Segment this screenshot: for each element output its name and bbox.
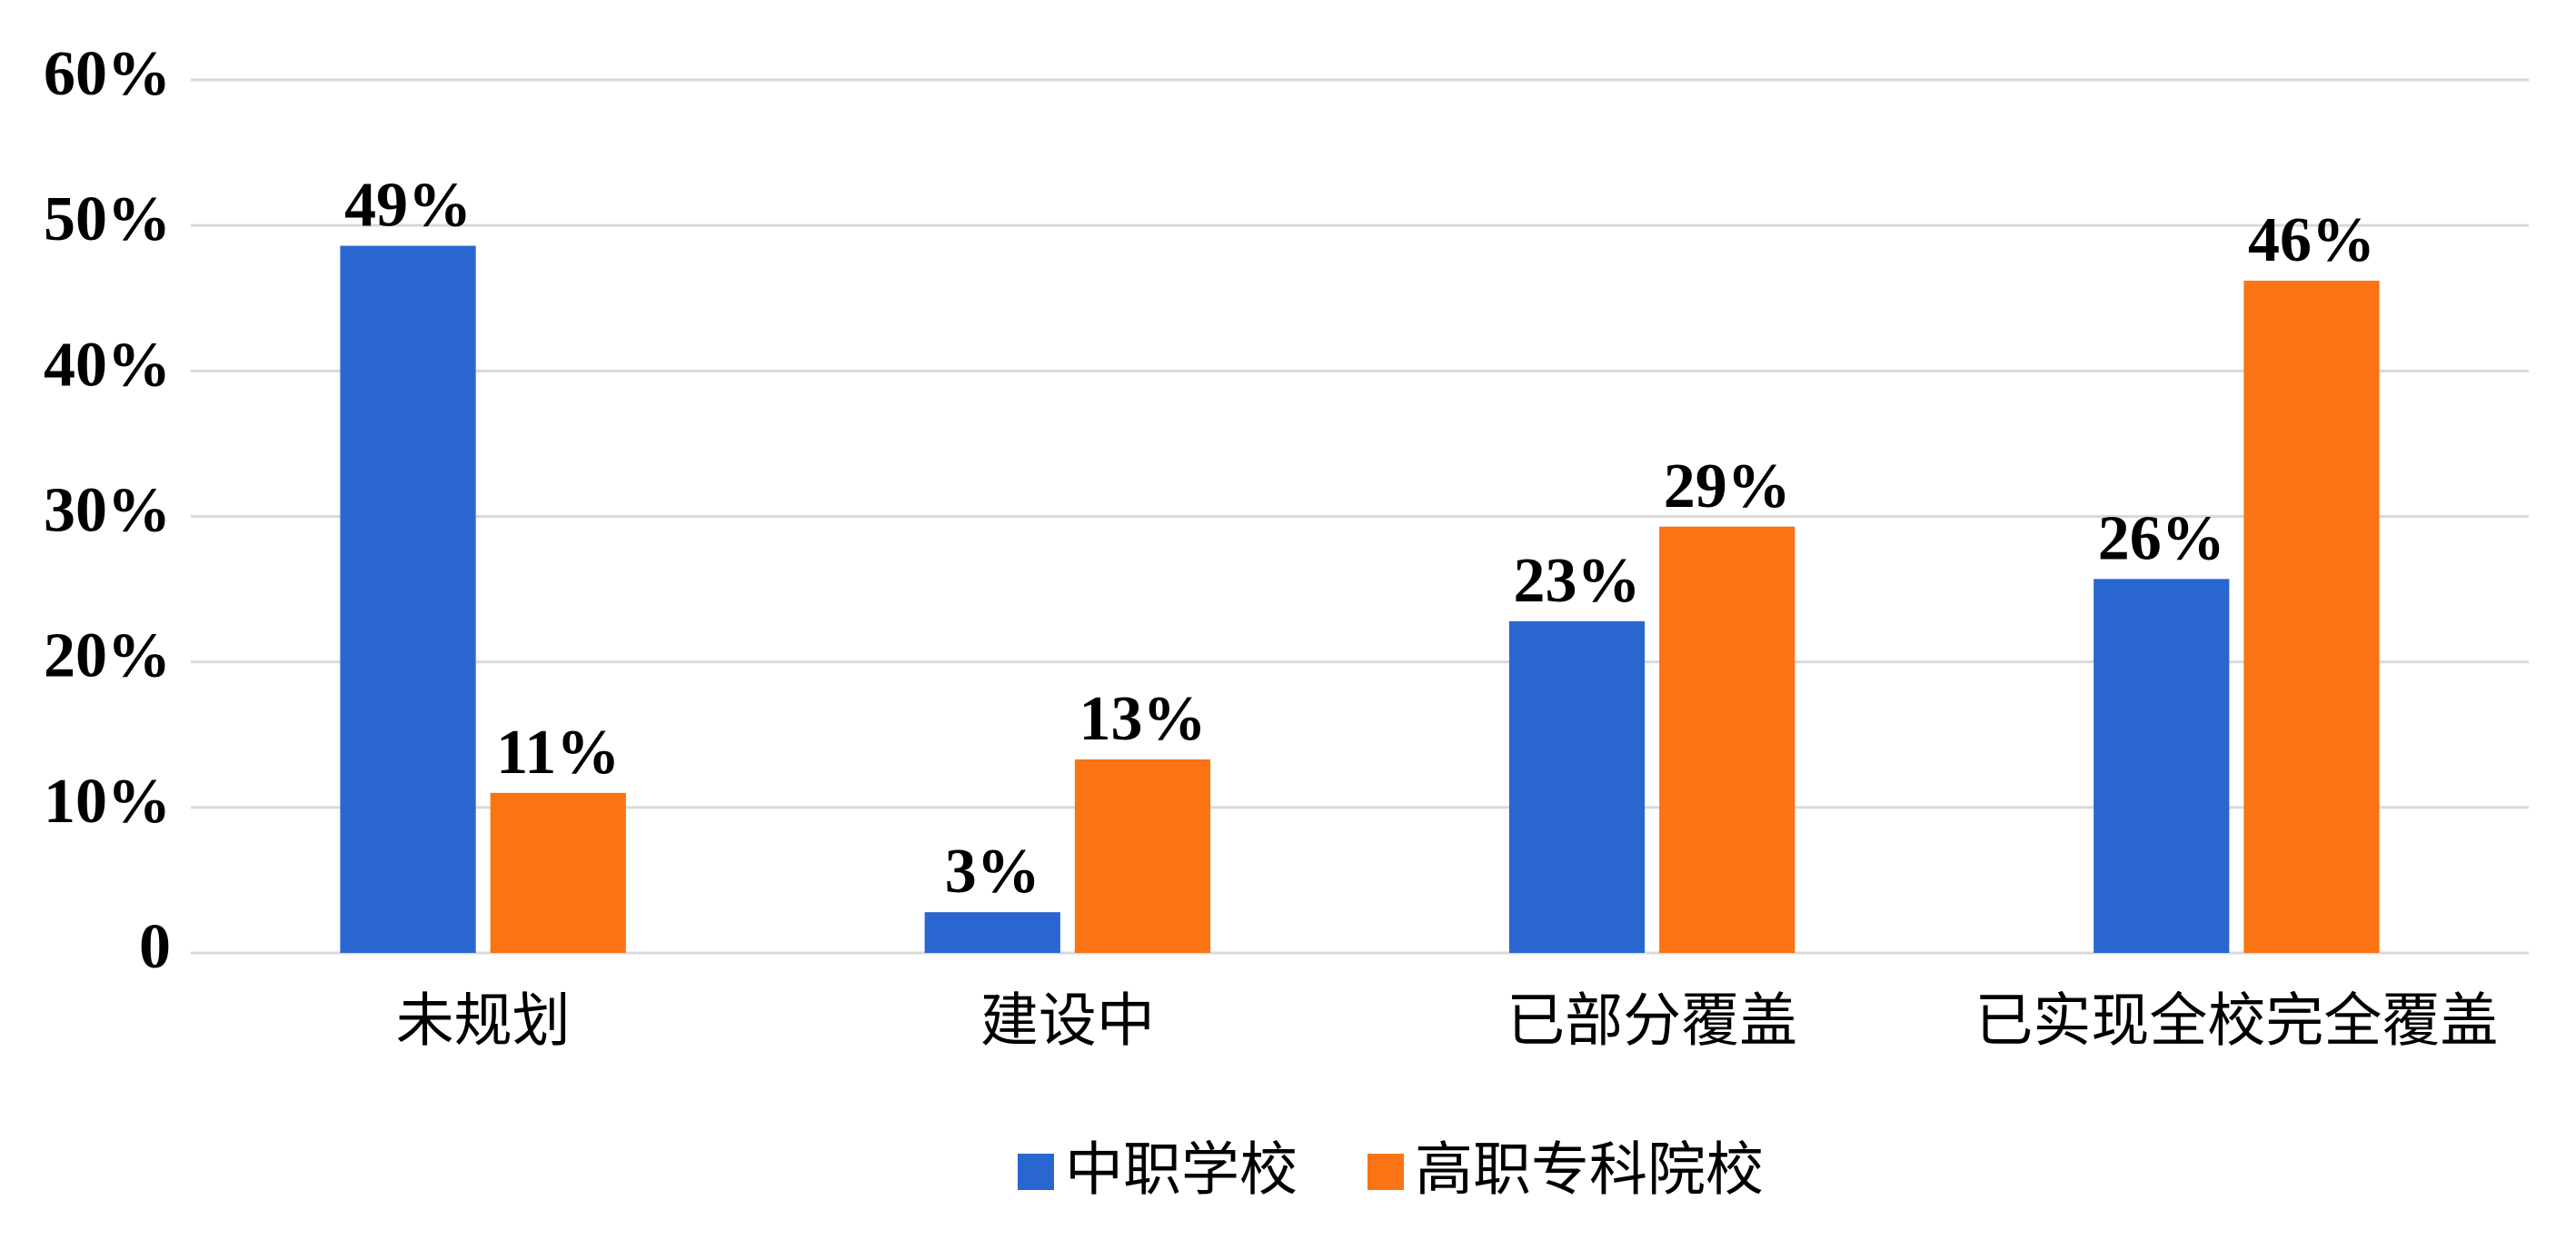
x-tick-label: 已部分覆盖 xyxy=(1507,988,1797,1056)
bar xyxy=(490,792,626,953)
y-tick-label: 60% xyxy=(44,39,171,109)
legend-label: 高职专科院校 xyxy=(1415,1137,1764,1205)
x-tick-label: 建设中 xyxy=(980,988,1155,1056)
data-label: 46% xyxy=(2248,205,2375,275)
data-label: 11% xyxy=(496,718,620,788)
y-tick-label: 10% xyxy=(44,767,171,837)
x-tick-label: 未规划 xyxy=(396,988,571,1056)
y-tick-label: 50% xyxy=(44,184,171,254)
y-tick-label: 0 xyxy=(139,912,171,982)
bar xyxy=(1074,759,1211,953)
y-tick-label: 20% xyxy=(44,621,171,691)
bar xyxy=(340,245,476,954)
data-label: 3% xyxy=(945,837,1040,907)
bar xyxy=(1659,526,1795,953)
bar xyxy=(1508,620,1646,953)
data-label: 26% xyxy=(2098,503,2225,573)
y-tick-label: 40% xyxy=(44,330,171,400)
data-label: 13% xyxy=(1079,684,1206,754)
bar xyxy=(2094,579,2230,953)
x-tick-label: 已实现全校完全覆盖 xyxy=(1974,988,2498,1056)
y-tick-label: 30% xyxy=(44,476,171,546)
legend-swatch xyxy=(1018,1154,1054,1190)
legend-label: 中职学校 xyxy=(1065,1137,1298,1205)
legend-swatch xyxy=(1368,1154,1404,1190)
bar xyxy=(2243,281,2380,953)
data-label: 23% xyxy=(1514,546,1641,616)
data-label: 49% xyxy=(344,171,472,241)
bar xyxy=(924,912,1060,953)
data-label: 29% xyxy=(1664,451,1791,521)
